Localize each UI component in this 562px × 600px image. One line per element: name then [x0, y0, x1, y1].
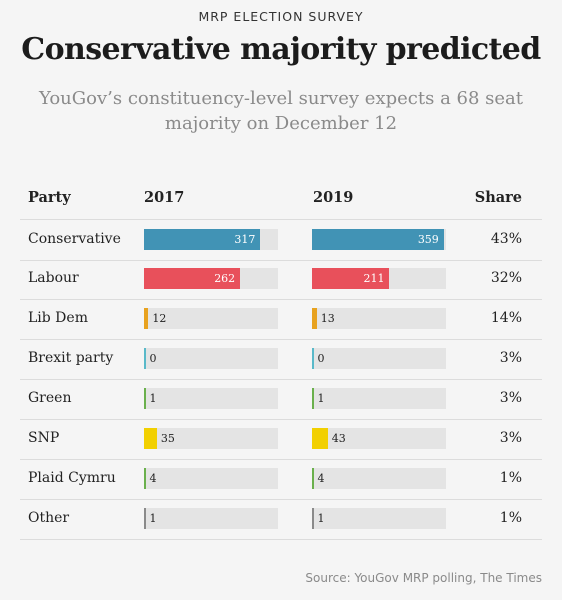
bar-conservative-2019 [312, 229, 444, 250]
bar-track-2019: 359 [312, 229, 446, 250]
bar-snp-2019 [312, 428, 328, 449]
row-other: Other 1 1 1% [20, 499, 542, 540]
party-label: Lib Dem [28, 310, 88, 326]
bar-track-2019: 1 [312, 508, 446, 529]
bar-labour-2019 [312, 268, 390, 289]
bar-other-2019 [312, 508, 314, 529]
bar-track-2017: 262 [144, 268, 278, 289]
bar-green-2019 [312, 388, 314, 409]
bar-track-2017: 317 [144, 229, 278, 250]
bar-track-2017: 4 [144, 468, 278, 489]
bar-track-2019: 211 [312, 268, 446, 289]
header-2019: 2019 [313, 189, 354, 206]
bar-value-2019: 359 [417, 233, 439, 246]
bar-track-2019: 4 [312, 468, 446, 489]
party-label: Brexit party [28, 350, 114, 366]
bar-green-2017 [144, 388, 146, 409]
row-snp: SNP 35 43 3% [20, 419, 542, 460]
bar-value-2017: 4 [149, 472, 157, 485]
bar-track-2017: 35 [144, 428, 278, 449]
bar-value-2019: 1 [317, 392, 325, 405]
bar-value-2017: 1 [149, 392, 157, 405]
share-value: 14% [490, 310, 522, 326]
bar-value-2017: 262 [214, 272, 236, 285]
share-value: 3% [499, 390, 522, 406]
bar-track-2019: 43 [312, 428, 446, 449]
bar-plaid-cymru-2017 [144, 468, 146, 489]
chart-subtitle: YouGov’s constituency-level survey expec… [39, 88, 523, 134]
bar-track-2019: 1 [312, 388, 446, 409]
bar-track-2019: 13 [312, 308, 446, 329]
header-share: Share [474, 189, 522, 206]
row-labour: Labour 262 211 32% [20, 259, 542, 300]
bar-track-2017: 1 [144, 508, 278, 529]
bar-plaid-cymru-2019 [312, 468, 314, 489]
party-label: Plaid Cymru [28, 470, 116, 486]
bar-value-2017: 1 [149, 512, 157, 525]
kicker: MRP ELECTION SURVEY [198, 9, 364, 24]
bar-value-2017: 317 [234, 233, 256, 246]
bar-conservative-2017 [144, 229, 261, 250]
bar-other-2017 [144, 508, 146, 529]
row-green: Green 1 1 3% [20, 379, 542, 420]
bar-labour-2017 [144, 268, 241, 289]
bar-brexit-party-2019 [312, 348, 314, 369]
party-label: Other [28, 510, 70, 526]
chart-title: Conservative majority predicted [21, 32, 541, 67]
row-conservative: Conservative 317 359 43% [20, 219, 542, 261]
bar-track-2019: 0 [312, 348, 446, 369]
bar-value-2017: 0 [149, 352, 157, 365]
bar-track-2017: 12 [144, 308, 278, 329]
bar-value-2019: 13 [320, 312, 335, 325]
share-value: 3% [499, 430, 522, 446]
bar-brexit-party-2017 [144, 348, 146, 369]
bar-value-2019: 4 [317, 472, 325, 485]
bar-value-2017: 12 [152, 312, 167, 325]
row-brexit-party: Brexit party 0 0 3% [20, 339, 542, 380]
bar-snp-2017 [144, 428, 157, 449]
party-label: Conservative [28, 231, 121, 247]
bar-track-2017: 0 [144, 348, 278, 369]
bar-value-2019: 43 [331, 432, 346, 445]
bar-lib-dem-2017 [144, 308, 149, 329]
share-value: 32% [490, 270, 522, 286]
party-label: Green [28, 390, 72, 406]
party-label: SNP [28, 430, 60, 446]
party-label: Labour [28, 270, 79, 286]
bar-track-2017: 1 [144, 388, 278, 409]
share-value: 1% [499, 470, 522, 486]
row-plaid-cymru: Plaid Cymru 4 4 1% [20, 459, 542, 500]
bar-lib-dem-2019 [312, 308, 317, 329]
share-value: 1% [499, 510, 522, 526]
row-lib-dem: Lib Dem 12 13 14% [20, 299, 542, 340]
bar-value-2019: 211 [363, 272, 385, 285]
bar-value-2019: 1 [317, 512, 325, 525]
bar-value-2017: 35 [160, 432, 175, 445]
bar-value-2019: 0 [317, 352, 325, 365]
header-2017: 2017 [144, 189, 185, 206]
header-party: Party [28, 189, 71, 206]
share-value: 43% [490, 231, 522, 247]
share-value: 3% [499, 350, 522, 366]
source-note: Source: YouGov MRP polling, The Times [305, 571, 542, 585]
